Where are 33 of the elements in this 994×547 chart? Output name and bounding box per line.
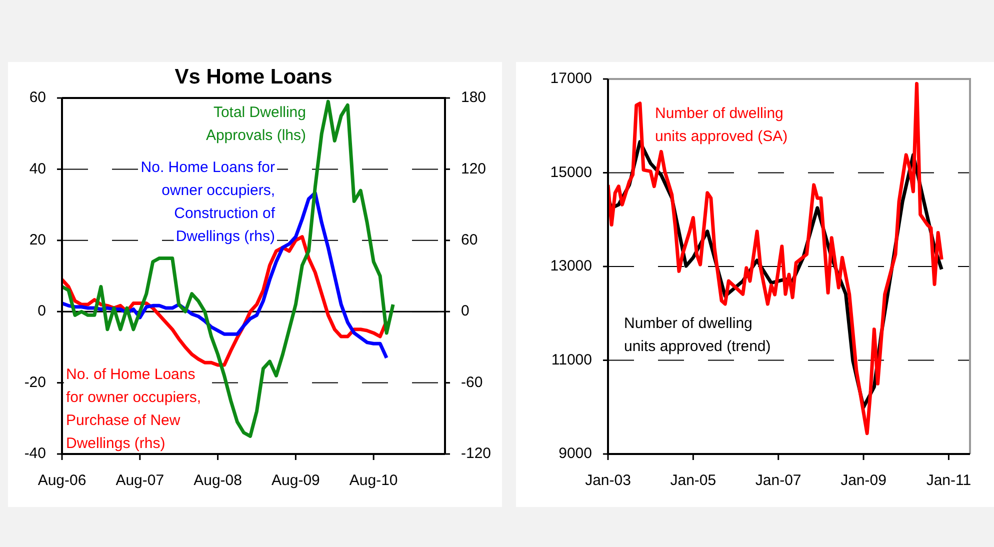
y2-tick-label: 0 bbox=[461, 302, 470, 320]
y-tick-label: 60 bbox=[29, 89, 46, 106]
y-tick-label: 9000 bbox=[558, 445, 592, 462]
x-tick-label: Jan-03 bbox=[585, 472, 631, 490]
y2-tick-label: 60 bbox=[461, 232, 478, 249]
y-tick-label: -40 bbox=[24, 445, 46, 462]
y2-tick-label: 180 bbox=[461, 89, 486, 106]
y-tick-label: 11000 bbox=[551, 351, 592, 368]
y2-tick-label: 120 bbox=[461, 160, 486, 178]
x-tick-label: Jan-05 bbox=[670, 472, 716, 490]
y-tick-label: 0 bbox=[38, 302, 46, 320]
y-tick-label: 20 bbox=[29, 232, 46, 249]
x-tick-label: Aug-07 bbox=[116, 472, 164, 490]
x-tick-label: Aug-09 bbox=[272, 472, 320, 490]
series-label: No. of Home Loans for owner occupiers, Purchase of New Dwellings (rhs) bbox=[66, 366, 202, 452]
x-tick-label: Aug-10 bbox=[349, 472, 398, 490]
chart-title: Vs Home Loans bbox=[174, 65, 332, 88]
y-tick-label: 40 bbox=[29, 160, 46, 178]
y-tick-label: 17000 bbox=[550, 70, 592, 88]
series-label: Number of dwelling units approved (SA) bbox=[655, 105, 788, 145]
x-tick-label: Aug-06 bbox=[38, 472, 86, 490]
x-tick-label: Jan-11 bbox=[926, 472, 972, 490]
y-tick-label: -20 bbox=[24, 374, 46, 391]
y2-tick-label: -120 bbox=[461, 445, 492, 462]
y-tick-label: 15000 bbox=[550, 164, 592, 181]
series-label: No. Home Loans for owner occupiers, Construction of Dwellings (rhs) bbox=[140, 159, 276, 245]
x-tick-label: Aug-08 bbox=[194, 472, 242, 490]
text: Number of dwelling units approved (trend) bbox=[624, 315, 771, 355]
x-tick-label: Jan-07 bbox=[755, 472, 802, 490]
y2-tick-label: -60 bbox=[461, 374, 483, 391]
y-tick-label: 13000 bbox=[550, 258, 592, 275]
series-label: Total Dwelling Approvals (lhs) bbox=[206, 104, 306, 144]
x-tick-label: Jan-09 bbox=[840, 472, 886, 490]
